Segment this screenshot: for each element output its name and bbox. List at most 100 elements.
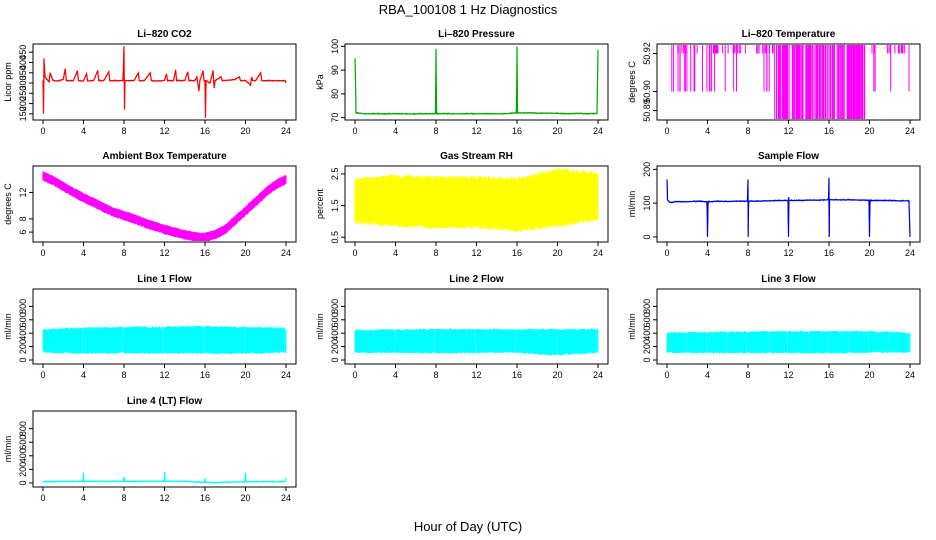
- x-tick-label: 20: [552, 248, 562, 258]
- chart-title: Li–820 Pressure: [438, 29, 515, 40]
- x-tick-label: 4: [81, 126, 86, 136]
- x-tick-label: 20: [864, 248, 874, 258]
- y-tick-label: 200: [18, 339, 28, 354]
- x-tick-label: 16: [824, 248, 834, 258]
- series-band: [42, 171, 287, 241]
- x-tick-label: 12: [159, 248, 169, 258]
- x-tick-label: 12: [159, 126, 169, 136]
- series-noise: [666, 179, 911, 238]
- x-tick-label: 8: [121, 126, 126, 136]
- y-tick-label: 0.5: [330, 231, 340, 244]
- x-tick-label: 16: [512, 370, 522, 380]
- y-tick-label: 200: [642, 339, 652, 354]
- x-tick-label: 12: [159, 370, 169, 380]
- y-tick-label: 80: [330, 89, 340, 99]
- x-tick-label: 20: [552, 126, 562, 136]
- x-tick-label: 20: [240, 126, 250, 136]
- x-tick-label: 24: [281, 248, 291, 258]
- x-tick-label: 12: [783, 248, 793, 258]
- figure-xlabel: Hour of Day (UTC): [414, 519, 522, 534]
- y-axis-label: Licor ppm: [3, 62, 13, 102]
- x-tick-label: 0: [40, 370, 45, 380]
- y-tick-label: 0: [18, 480, 28, 485]
- series-band: [666, 330, 911, 354]
- y-axis-label: ml/min: [627, 313, 637, 340]
- y-tick-label: 0: [642, 234, 652, 239]
- x-tick-label: 4: [705, 126, 710, 136]
- x-tick-label: 12: [471, 248, 481, 258]
- x-tick-label: 4: [705, 248, 710, 258]
- data-layer: [354, 46, 599, 116]
- x-tick-label: 12: [471, 126, 481, 136]
- series-band: [42, 325, 287, 355]
- y-tick-label: 400: [330, 326, 340, 341]
- y-tick-label: 800: [18, 299, 28, 314]
- y-tick-label: 50.90: [642, 80, 652, 103]
- y-tick-label: 8: [18, 216, 28, 221]
- series-line: [42, 46, 287, 118]
- x-tick-label: 12: [783, 370, 793, 380]
- x-tick-label: 8: [121, 493, 126, 503]
- x-tick-label: 16: [512, 126, 522, 136]
- x-tick-label: 20: [864, 126, 874, 136]
- x-tick-label: 0: [664, 248, 669, 258]
- x-tick-label: 16: [824, 126, 834, 136]
- data-layer: [354, 167, 599, 233]
- y-tick-label: 50.89: [642, 99, 652, 122]
- x-tick-label: 20: [240, 493, 250, 503]
- x-tick-label: 0: [352, 126, 357, 136]
- data-layer: [42, 471, 287, 484]
- x-tick-label: 16: [200, 493, 210, 503]
- y-axis-label: kPa: [315, 74, 325, 90]
- y-tick-label: 250: [18, 86, 28, 101]
- x-tick-label: 16: [200, 248, 210, 258]
- series-noise: [42, 53, 287, 104]
- chart-title: Li–820 CO2: [137, 29, 192, 40]
- x-tick-label: 16: [200, 126, 210, 136]
- y-axis-label: ml/min: [3, 436, 13, 463]
- chart-panel-10: Line 4 (LT) Flow 0 4 8 12 16 20 24 0 200400600800…: [3, 396, 297, 503]
- x-tick-label: 4: [81, 248, 86, 258]
- x-tick-label: 4: [81, 493, 86, 503]
- x-tick-label: 8: [433, 370, 438, 380]
- y-tick-label: 600: [18, 312, 28, 327]
- y-tick-label: 400: [18, 326, 28, 341]
- chart-panel-4: Ambient Box Temperature 0 4 8 12 16 20 24 6 8 12 de…: [3, 151, 297, 258]
- y-tick-label: 2.5: [330, 168, 340, 181]
- data-layer: [671, 45, 910, 119]
- chart-panel-5: Gas Stream RH 0 4 8 12 16 20 24 0.5 1.5 2.5 percent: [315, 151, 609, 258]
- y-axis-label: degrees C: [627, 61, 637, 103]
- x-tick-label: 20: [240, 370, 250, 380]
- y-tick-label: 0: [18, 357, 28, 362]
- x-tick-label: 8: [433, 248, 438, 258]
- y-tick-label: 100: [642, 196, 652, 211]
- x-tick-label: 4: [81, 370, 86, 380]
- series-band: [354, 328, 599, 356]
- x-tick-label: 8: [745, 370, 750, 380]
- y-axis-label: degrees C: [3, 183, 13, 225]
- y-tick-label: 90: [330, 65, 340, 75]
- y-tick-label: 350: [18, 65, 28, 80]
- data-layer: [354, 328, 599, 356]
- y-tick-label: 800: [642, 299, 652, 314]
- y-tick-label: 200: [18, 462, 28, 477]
- chart-title: Sample Flow: [758, 151, 819, 162]
- y-tick-label: 0: [330, 357, 340, 362]
- y-tick-label: 600: [18, 435, 28, 450]
- x-tick-label: 16: [200, 370, 210, 380]
- x-tick-label: 16: [512, 248, 522, 258]
- x-tick-label: 4: [393, 370, 398, 380]
- x-tick-label: 8: [121, 370, 126, 380]
- data-layer: [666, 330, 911, 354]
- chart-panel-1: Li–820 CO2 0 4 8 12 16 20 24 1502002503003504004…: [3, 29, 297, 136]
- x-tick-label: 24: [593, 126, 603, 136]
- series-noise: [42, 471, 287, 484]
- y-tick-label: 300: [18, 76, 28, 91]
- chart-panel-6: Sample Flow 0 4 8 12 16 20 24 0 100 200 ml/min: [627, 151, 921, 258]
- series-line: [671, 45, 910, 119]
- y-axis-label: ml/min: [627, 191, 637, 218]
